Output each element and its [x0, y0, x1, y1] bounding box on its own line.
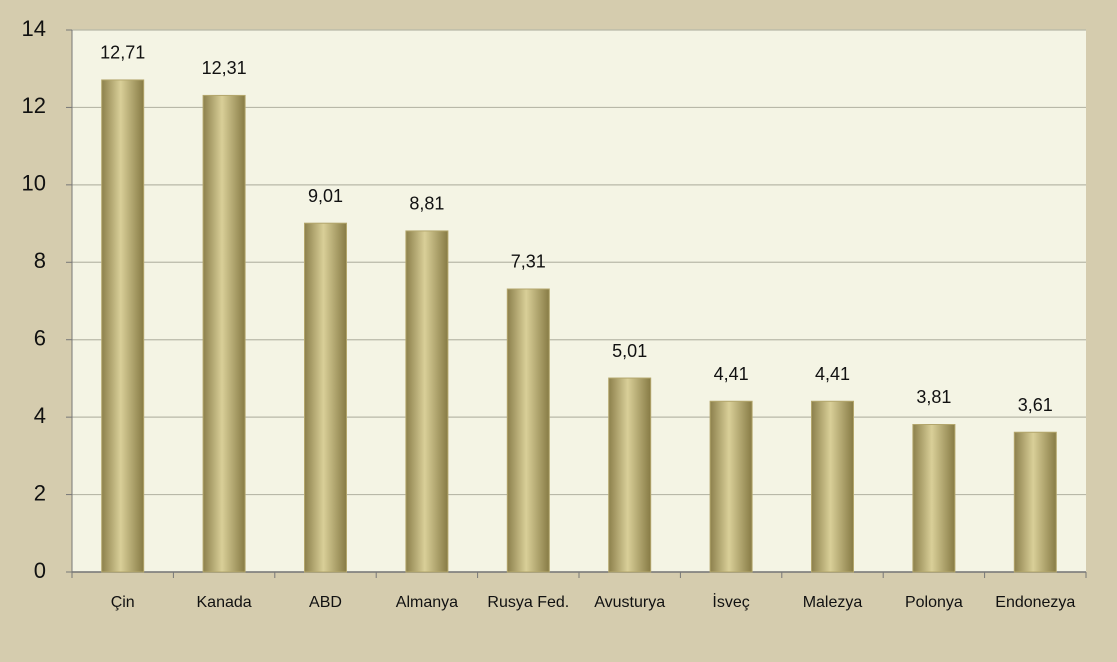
bar	[101, 79, 145, 573]
bar	[304, 222, 347, 573]
bar	[811, 400, 854, 573]
y-tick-label: 2	[34, 480, 46, 505]
x-tick-label: ABD	[309, 594, 342, 611]
value-label: 5,01	[612, 341, 647, 361]
y-tick-label: 12	[22, 93, 46, 118]
value-label: 9,01	[308, 186, 343, 206]
y-tick-label: 0	[34, 558, 46, 583]
x-tick-label: Çin	[111, 594, 135, 611]
bar	[912, 423, 956, 573]
value-label: 3,61	[1018, 395, 1053, 415]
bar	[608, 377, 652, 573]
x-tick-label: İsveç	[712, 592, 749, 611]
value-label: 7,31	[511, 252, 546, 272]
x-tick-label: Polonya	[905, 594, 963, 611]
x-tick-label: Malezya	[803, 594, 863, 611]
y-tick-label: 4	[34, 403, 46, 428]
x-tick-label: Avusturya	[594, 594, 665, 611]
value-label: 12,31	[202, 58, 247, 78]
x-tick-label: Kanada	[197, 594, 252, 611]
bar	[506, 288, 550, 573]
value-label: 3,81	[916, 387, 951, 407]
y-tick-label: 6	[34, 326, 46, 351]
value-label: 4,41	[714, 364, 749, 384]
y-tick-label: 8	[34, 248, 46, 273]
x-tick-label: Rusya Fed.	[487, 594, 569, 611]
y-tick-label: 10	[22, 171, 46, 196]
bar	[202, 94, 246, 573]
y-tick-label: 14	[22, 16, 46, 41]
bar	[1013, 431, 1057, 573]
bar	[709, 400, 753, 573]
value-label: 4,41	[815, 364, 850, 384]
bar	[405, 230, 449, 573]
x-tick-label: Almanya	[396, 594, 458, 611]
value-label: 8,81	[409, 194, 444, 214]
value-label: 12,71	[100, 43, 145, 63]
x-tick-label: Endonezya	[995, 594, 1075, 611]
